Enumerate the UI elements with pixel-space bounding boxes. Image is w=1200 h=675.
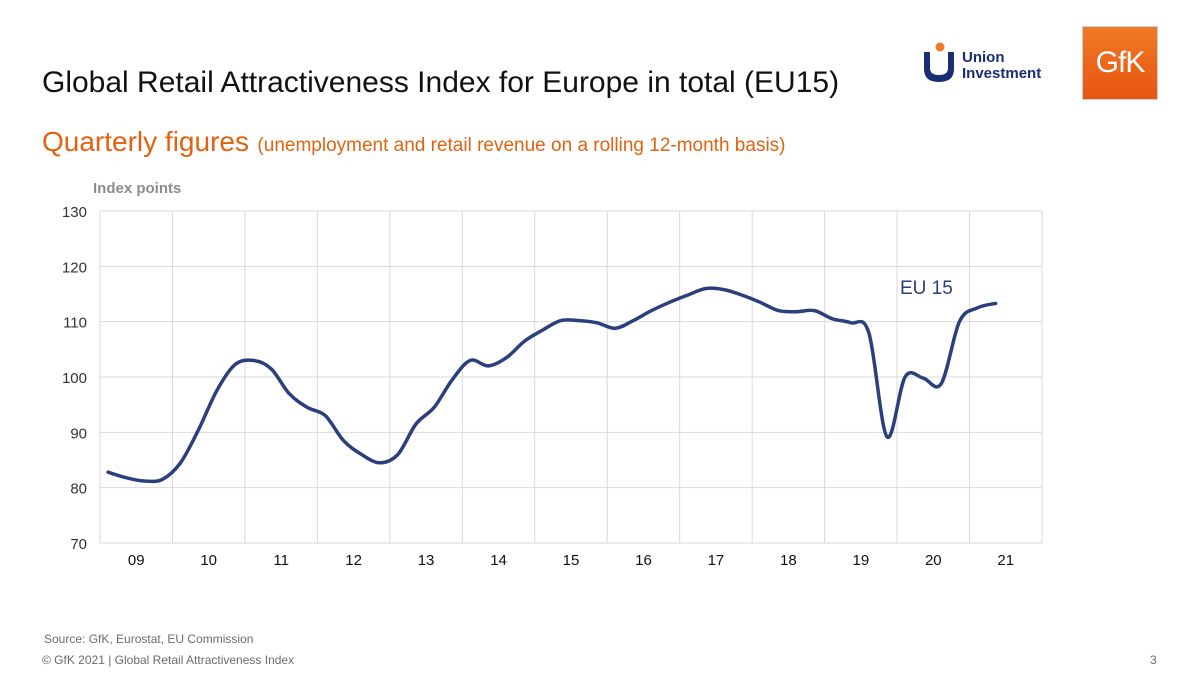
x-tick-label: 21 [997,552,1014,569]
x-tick-label: 12 [345,552,362,569]
gfk-logo-text: GfK [1095,46,1146,79]
x-tick-label: 10 [200,552,217,569]
subtitle: Quarterly figures (unemployment and reta… [42,126,786,158]
subtitle-main: Quarterly figures [42,126,249,157]
source-note: Source: GfK, Eurostat, EU Commission [44,632,254,646]
x-tick-label: 16 [635,552,652,569]
x-tick-label: 13 [418,552,435,569]
y-tick-label: 70 [70,536,87,553]
x-tick-label: 11 [273,552,289,569]
y-tick-label: 90 [70,425,87,442]
logo-text-line2: Investment [962,65,1042,82]
y-tick-label: 80 [70,481,87,498]
copyright-footer: © GfK 2021 | Global Retail Attractivenes… [42,653,295,667]
series-line-eu15 [106,286,998,484]
series-annotation-label: EU 15 [900,278,953,299]
x-tick-label: 09 [128,552,145,569]
gfk-logo: GfK [1082,26,1158,100]
x-tick-label: 20 [925,552,942,569]
page-number: 3 [1150,653,1157,667]
logo-text-line1: Union [962,49,1005,66]
y-tick-label: 130 [62,204,87,221]
y-axis-label: Index points [93,180,182,197]
x-tick-label: 18 [780,552,797,569]
subtitle-note: (unemployment and retail revenue on a ro… [257,135,786,156]
x-tick-label: 14 [490,552,507,569]
x-tick-label: 17 [708,552,725,569]
union-investment-logo: Union Investment [920,42,1060,86]
x-tick-label: 19 [853,552,870,569]
page-title: Global Retail Attractiveness Index for E… [42,66,840,99]
y-tick-label: 110 [63,315,87,332]
union-investment-icon [924,42,954,82]
y-tick-label: 100 [62,370,87,387]
y-tick-label: 120 [62,259,87,276]
x-tick-label: 15 [563,552,580,569]
